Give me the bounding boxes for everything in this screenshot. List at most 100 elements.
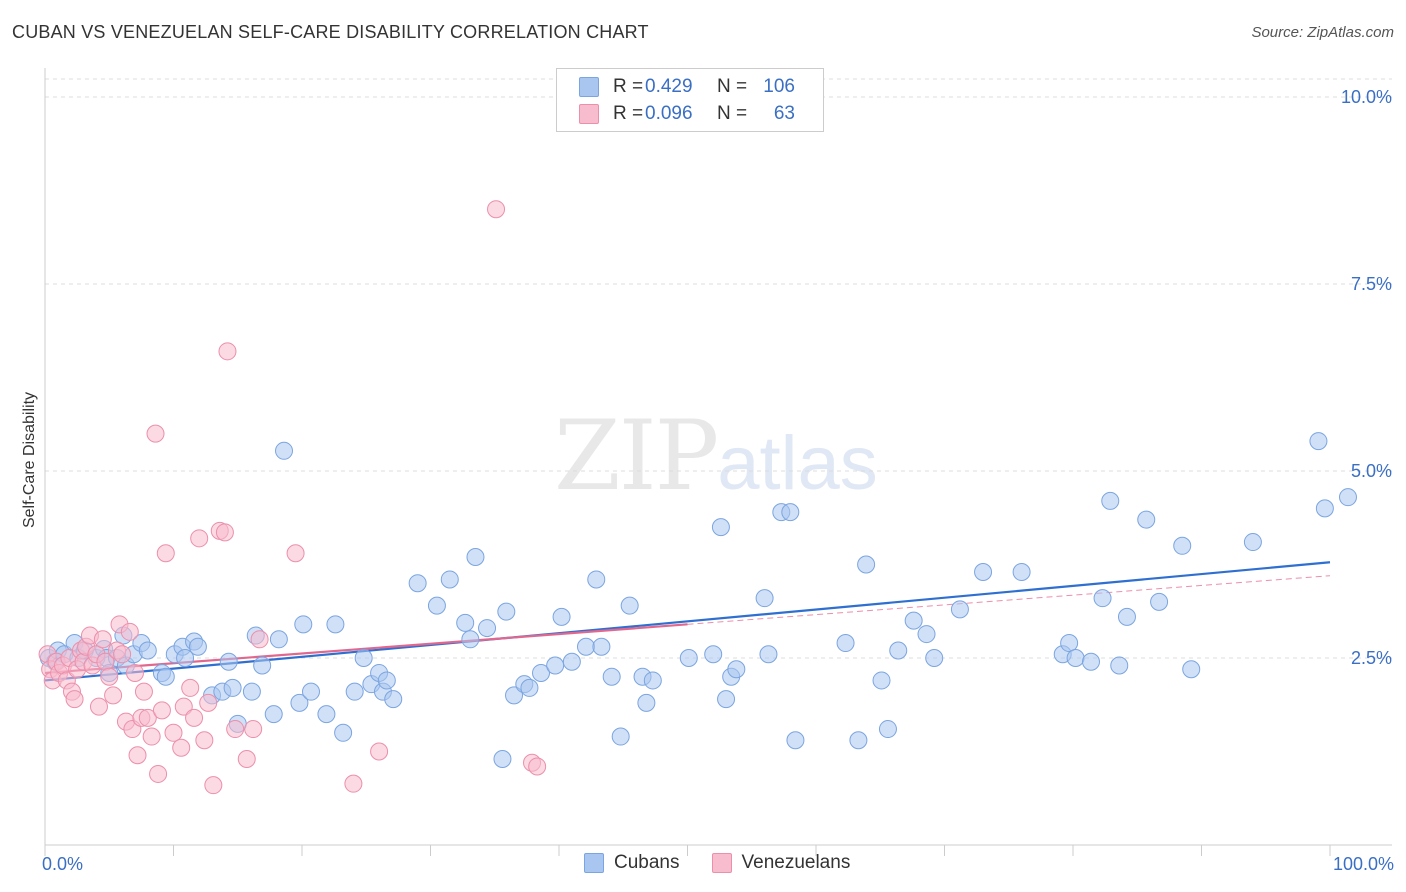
point-venezuelans bbox=[174, 697, 193, 716]
axes bbox=[44, 68, 1392, 856]
point-venezuelans bbox=[344, 774, 363, 793]
point-cubans bbox=[294, 615, 313, 634]
legend-n-label: N = bbox=[717, 103, 748, 124]
point-cubans bbox=[1309, 432, 1328, 451]
data-points bbox=[38, 200, 1357, 795]
point-cubans bbox=[917, 625, 936, 644]
legend-swatch-cubans bbox=[584, 853, 604, 873]
point-venezuelans bbox=[185, 708, 204, 727]
legend-r-value: 0.096 bbox=[645, 103, 693, 124]
point-venezuelans bbox=[142, 727, 161, 746]
point-cubans bbox=[478, 619, 497, 638]
point-venezuelans bbox=[226, 720, 245, 739]
point-cubans bbox=[592, 637, 611, 656]
point-cubans bbox=[532, 663, 551, 682]
point-cubans bbox=[727, 660, 746, 679]
point-venezuelans bbox=[146, 424, 165, 443]
point-cubans bbox=[781, 503, 800, 522]
point-cubans bbox=[1338, 488, 1357, 507]
point-cubans bbox=[1150, 592, 1169, 611]
point-venezuelans bbox=[134, 682, 153, 701]
watermark-atlas: atlas bbox=[717, 421, 878, 506]
trend-line-venezuelans bbox=[44, 623, 688, 675]
point-venezuelans bbox=[204, 776, 223, 795]
point-cubans bbox=[345, 682, 364, 701]
point-cubans bbox=[857, 555, 876, 574]
point-cubans bbox=[587, 570, 606, 589]
legend-item-cubans: Cubans bbox=[584, 852, 680, 874]
point-venezuelans bbox=[138, 708, 157, 727]
point-venezuelans bbox=[149, 764, 168, 783]
point-cubans bbox=[466, 548, 485, 567]
point-venezuelans bbox=[237, 749, 256, 768]
point-cubans bbox=[602, 667, 621, 686]
point-cubans bbox=[176, 649, 195, 667]
point-cubans bbox=[497, 602, 516, 621]
point-venezuelans bbox=[172, 738, 191, 757]
legend-n-label: N = bbox=[717, 76, 748, 97]
legend-row-venezuelans: R = 0.096 N = 63 bbox=[579, 102, 795, 126]
point-cubans bbox=[493, 749, 512, 768]
point-cubans bbox=[275, 441, 294, 460]
point-cubans bbox=[562, 652, 581, 671]
point-cubans bbox=[440, 570, 459, 589]
point-venezuelans bbox=[250, 630, 269, 649]
legend-label-venezuelans: Venezuelans bbox=[741, 852, 851, 873]
point-cubans bbox=[704, 645, 723, 664]
legend-swatch-venezuelans bbox=[579, 104, 599, 124]
tick-labels: 2.5% 5.0% 7.5% 10.0% 0.0% 100.0% bbox=[42, 87, 1394, 874]
point-cubans bbox=[301, 682, 320, 701]
trend-line-venezuelans-extension bbox=[687, 575, 1331, 625]
point-cubans bbox=[384, 690, 403, 709]
point-cubans bbox=[755, 589, 774, 608]
point-venezuelans bbox=[128, 746, 147, 765]
point-cubans bbox=[1182, 660, 1201, 679]
y-tick-label: 2.5% bbox=[1351, 648, 1392, 668]
legend-swatch-venezuelans bbox=[711, 853, 732, 873]
point-cubans bbox=[269, 630, 288, 649]
point-cubans bbox=[1243, 533, 1262, 552]
point-cubans bbox=[408, 574, 427, 593]
legend-r-label: R = bbox=[613, 103, 644, 124]
point-cubans bbox=[1066, 649, 1085, 667]
grid-lines bbox=[45, 78, 1392, 659]
point-cubans bbox=[904, 611, 923, 630]
point-cubans bbox=[456, 613, 475, 632]
point-cubans bbox=[242, 682, 261, 701]
point-cubans bbox=[520, 678, 539, 697]
point-cubans bbox=[377, 671, 396, 690]
legend-label-cubans: Cubans bbox=[614, 852, 680, 873]
point-cubans bbox=[717, 690, 736, 709]
point-venezuelans bbox=[125, 663, 144, 682]
point-cubans bbox=[836, 634, 855, 653]
point-cubans bbox=[461, 630, 480, 649]
point-cubans bbox=[759, 645, 778, 664]
point-venezuelans bbox=[120, 622, 139, 641]
point-cubans bbox=[1081, 652, 1100, 671]
point-venezuelans bbox=[89, 697, 108, 716]
point-venezuelans bbox=[93, 630, 112, 649]
watermark-zip: ZIP bbox=[554, 400, 719, 512]
chart-title: CUBAN VS VENEZUELAN SELF-CARE DISABILITY… bbox=[12, 22, 649, 42]
point-cubans bbox=[334, 723, 353, 742]
point-venezuelans bbox=[195, 731, 214, 750]
point-venezuelans bbox=[190, 529, 209, 548]
point-venezuelans bbox=[487, 200, 506, 219]
point-cubans bbox=[317, 705, 336, 724]
point-cubans bbox=[326, 615, 345, 634]
point-cubans bbox=[1060, 634, 1079, 653]
y-axis-label-wrap: Self-Care Disability bbox=[0, 380, 60, 540]
point-cubans bbox=[925, 649, 944, 667]
point-cubans bbox=[219, 652, 238, 671]
point-venezuelans bbox=[244, 720, 263, 739]
point-cubans bbox=[552, 607, 571, 626]
point-cubans bbox=[427, 596, 446, 615]
legend-r-label: R = bbox=[613, 76, 644, 97]
point-cubans bbox=[1012, 562, 1031, 581]
point-cubans bbox=[711, 518, 730, 537]
point-cubans bbox=[505, 686, 524, 705]
point-cubans bbox=[878, 720, 897, 739]
correlation-legend: R = 0.429 N = 106 R = 0.096 N = 63 bbox=[556, 68, 824, 132]
point-cubans bbox=[1137, 510, 1156, 529]
point-cubans bbox=[786, 731, 805, 750]
